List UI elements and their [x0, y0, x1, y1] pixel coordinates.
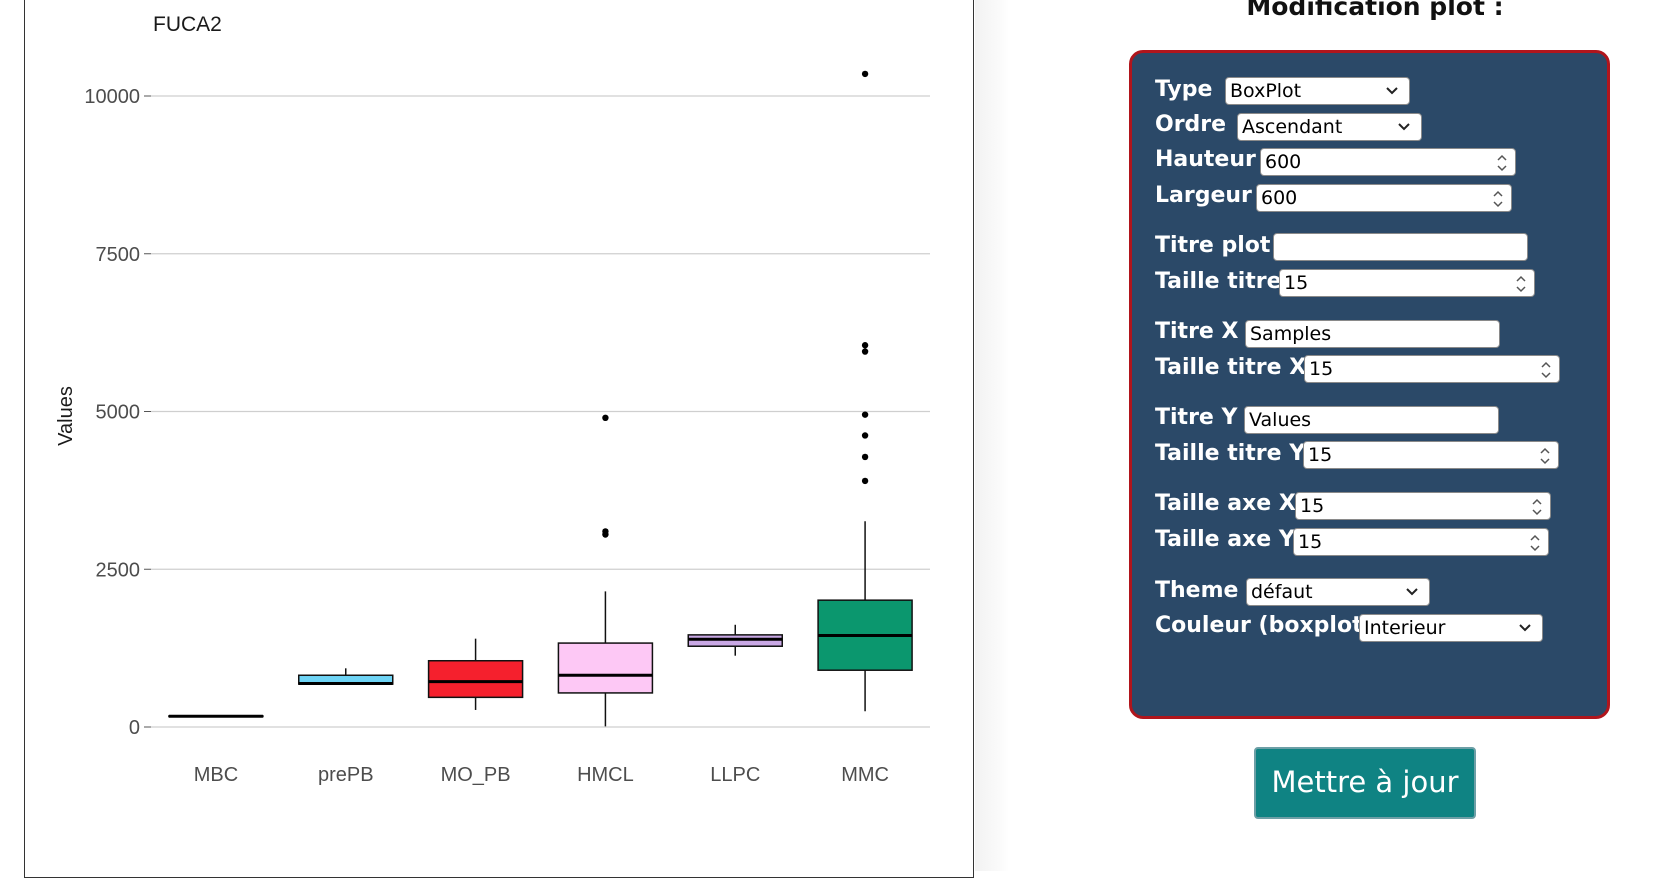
x-tick-label: HMCL	[577, 764, 634, 786]
chevron-down-icon	[1385, 80, 1399, 102]
ordre-select[interactable]: Ascendant	[1237, 113, 1422, 141]
y-tick-label: 7500	[96, 244, 141, 266]
box-MO_PB	[427, 659, 524, 699]
taille-titre-x-input[interactable]: 15	[1304, 355, 1560, 383]
y-axis-label: Values	[55, 386, 77, 446]
hauteur-input[interactable]: 600	[1260, 148, 1516, 176]
x-tick-label: MBC	[194, 764, 238, 786]
chevron-down-icon	[1518, 617, 1532, 639]
ordre-select-value: Ascendant	[1242, 116, 1343, 138]
y-tick-label: 2500	[96, 559, 141, 581]
spinner-icon[interactable]	[1528, 532, 1542, 554]
panel-gap	[975, 0, 1009, 871]
couleur-select-value: Interieur	[1364, 617, 1446, 639]
outlier-point	[861, 342, 869, 349]
chart-title: FUCA2	[153, 13, 222, 36]
outlier-point	[861, 453, 869, 461]
spinner-icon[interactable]	[1539, 359, 1553, 381]
outlier-point	[602, 528, 609, 535]
taille-titre-x-label: Taille titre X	[1155, 355, 1307, 380]
taille-titre-label: Taille titre	[1155, 269, 1282, 294]
spinner-icon[interactable]	[1495, 152, 1509, 174]
taille-titre-x-value: 15	[1309, 358, 1334, 380]
theme-label: Theme	[1155, 578, 1239, 603]
outlier-point	[861, 348, 869, 355]
largeur-value: 600	[1261, 187, 1298, 209]
y-tick-label: 10000	[84, 86, 140, 108]
panel-heading: Modification plot :	[1246, 0, 1504, 21]
spinner-icon[interactable]	[1530, 496, 1544, 518]
x-tick-label: MMC	[841, 764, 889, 786]
boxplot-chart: FUCA2 Values 0 2500 5000 7500 10000 MBC prePB M…	[55, 13, 930, 786]
update-button[interactable]: Mettre à jour	[1254, 747, 1476, 819]
titre-y-input[interactable]: Values	[1244, 406, 1499, 434]
taille-axe-x-label: Taille axe X	[1155, 491, 1296, 516]
titre-x-input[interactable]: Samples	[1245, 320, 1500, 348]
y-tick-label: 0	[129, 717, 140, 739]
titre-y-label: Titre Y	[1155, 405, 1238, 430]
outlier-point	[861, 432, 869, 439]
titre-plot-label: Titre plot	[1155, 233, 1271, 258]
outlier-point	[861, 477, 869, 485]
outlier-point	[861, 411, 869, 418]
theme-select[interactable]: défaut	[1246, 578, 1430, 606]
spinner-icon[interactable]	[1514, 273, 1528, 295]
x-tick-label: LLPC	[710, 764, 760, 786]
taille-axe-y-label: Taille axe Y	[1155, 527, 1295, 552]
taille-titre-y-input[interactable]: 15	[1303, 441, 1559, 469]
spinner-icon[interactable]	[1538, 445, 1552, 467]
largeur-input[interactable]: 600	[1256, 184, 1512, 212]
type-select[interactable]: BoxPlot	[1225, 77, 1410, 105]
taille-axe-x-value: 15	[1300, 495, 1325, 517]
x-tick-label: prePB	[318, 764, 374, 786]
couleur-label: Couleur (boxplot)	[1155, 613, 1373, 638]
ordre-label: Ordre	[1155, 112, 1227, 137]
type-select-value: BoxPlot	[1230, 80, 1302, 102]
outlier-point	[602, 414, 609, 422]
taille-axe-y-input[interactable]: 15	[1293, 528, 1549, 556]
largeur-label: Largeur	[1155, 183, 1252, 208]
outlier-point	[861, 70, 869, 78]
titre-x-value: Samples	[1250, 323, 1332, 345]
titre-plot-input[interactable]	[1273, 233, 1528, 261]
spinner-icon[interactable]	[1491, 188, 1505, 210]
x-tick-label: MO_PB	[441, 764, 511, 786]
taille-axe-y-value: 15	[1298, 531, 1323, 553]
hauteur-value: 600	[1265, 151, 1302, 173]
plot-settings-box: Type BoxPlot Ordre Ascendant Hauteur 600…	[1129, 50, 1610, 719]
box-HMCL	[557, 642, 654, 694]
plot-panel: FUCA2 Values 0 2500 5000 7500 10000 MBC prePB M…	[24, 0, 974, 878]
taille-titre-value: 15	[1284, 272, 1309, 294]
taille-titre-y-label: Taille titre Y	[1155, 441, 1306, 466]
taille-axe-x-input[interactable]: 15	[1295, 492, 1551, 520]
chevron-down-icon	[1405, 581, 1419, 603]
titre-y-value: Values	[1249, 409, 1312, 431]
y-tick-label: 5000	[96, 402, 141, 424]
chevron-down-icon	[1397, 116, 1411, 138]
type-label: Type	[1155, 77, 1213, 102]
taille-titre-input[interactable]: 15	[1279, 269, 1535, 297]
hauteur-label: Hauteur	[1155, 147, 1256, 172]
theme-select-value: défaut	[1251, 581, 1313, 603]
taille-titre-y-value: 15	[1308, 444, 1333, 466]
titre-x-label: Titre X	[1155, 319, 1239, 344]
couleur-select[interactable]: Interieur	[1359, 614, 1543, 642]
